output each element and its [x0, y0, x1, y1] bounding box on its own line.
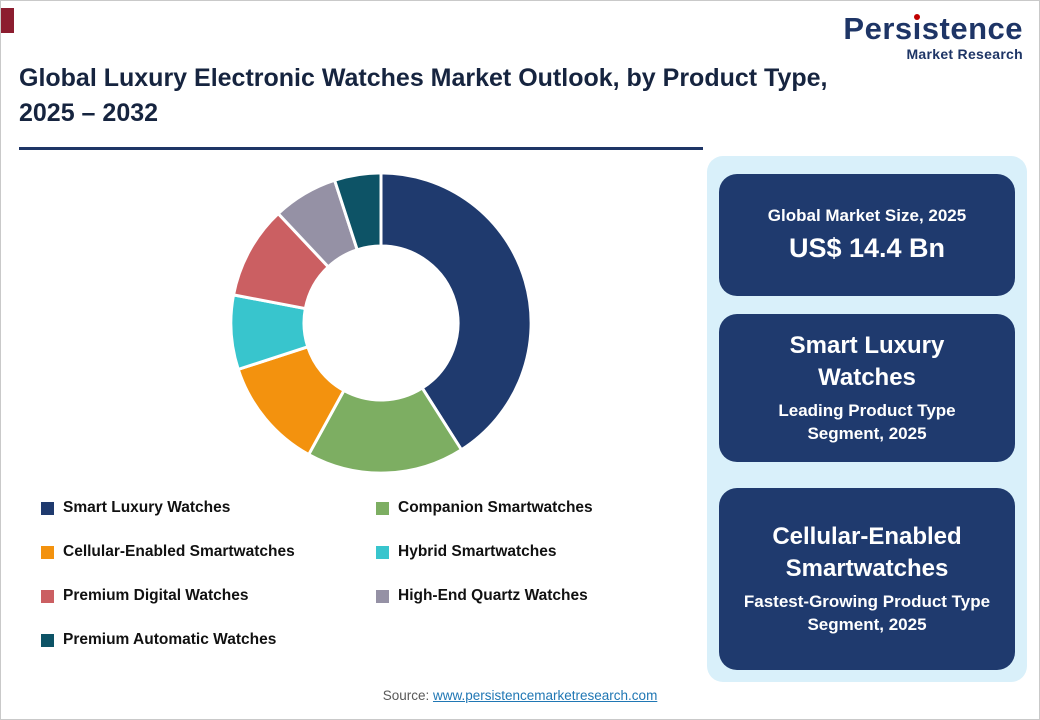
legend-label: Cellular-Enabled Smartwatches [63, 543, 295, 560]
logo-tagline: Market Research [906, 46, 1023, 62]
corner-accent [1, 8, 14, 33]
legend-swatch [41, 545, 54, 559]
legend-swatch [41, 501, 54, 515]
logo: Persı stence Market Research [843, 13, 1023, 61]
legend-item-premium-digital-watches: Premium Digital Watches [41, 586, 376, 606]
legend-item-high-end-quartz-watches: High-End Quartz Watches [376, 586, 696, 606]
donut-chart [223, 165, 539, 481]
logo-wordmark: Persı stence [843, 11, 1023, 46]
highlight-market-size: Global Market Size, 2025 US$ 14.4 Bn [719, 174, 1015, 296]
legend-label: Premium Automatic Watches [63, 631, 277, 648]
legend-label: Premium Digital Watches [63, 587, 249, 604]
legend-item-smart-luxury-watches: Smart Luxury Watches [41, 498, 376, 518]
source-label: Source: [382, 688, 430, 703]
legend-swatch [376, 545, 389, 559]
page-title-line2: 2025 – 2032 [19, 98, 159, 127]
page-title-line1: Global Luxury Electronic Watches Market … [19, 64, 828, 92]
legend-swatch [41, 633, 54, 647]
highlights-panel: Global Market Size, 2025 US$ 14.4 Bn Sma… [707, 156, 1027, 682]
highlight-leading-segment: Smart Luxury Watches Leading Product Typ… [719, 314, 1015, 462]
fastest-growing-title: Cellular-Enabled Smartwatches [772, 523, 962, 582]
source-link[interactable]: www.persistencemarketresearch.com [432, 688, 658, 703]
legend-swatch [376, 589, 389, 603]
legend-label: High-End Quartz Watches [398, 587, 588, 604]
chart-legend: Smart Luxury Watches Companion Smartwatch… [41, 498, 701, 650]
legend-label: Smart Luxury Watches [63, 499, 231, 516]
highlight-fastest-growing-segment: Cellular-Enabled Smartwatches Fastest-Gr… [719, 488, 1015, 670]
legend-swatch [376, 501, 389, 515]
leading-segment-title: Smart Luxury Watches [789, 332, 945, 391]
logo-red-dot [914, 14, 921, 20]
legend-item-hybrid-smartwatches: Hybrid Smartwatches [376, 542, 696, 562]
leading-segment-subtitle: Leading Product Type Segment, 2025 [778, 400, 956, 443]
page-title: Global Luxury Electronic Watches Market … [19, 61, 1019, 130]
title-underline [19, 147, 703, 150]
market-size-value: US$ 14.4 Bn [788, 233, 946, 263]
donut-slice-smart-luxury-watches [379, 171, 533, 452]
donut-slice-premium-automatic-watches [333, 171, 383, 252]
legend-label: Hybrid Smartwatches [398, 543, 557, 560]
legend-item-companion-smartwatches: Companion Smartwatches [376, 498, 696, 518]
source-line: Source: www.persistencemarketresearch.co… [1, 688, 1039, 703]
market-size-title: Global Market Size, 2025 [767, 206, 967, 225]
legend-swatch [41, 589, 54, 603]
legend-item-cellular-enabled-smartwatches: Cellular-Enabled Smartwatches [41, 542, 376, 562]
fastest-growing-subtitle: Fastest-Growing Product Type Segment, 20… [743, 591, 991, 634]
legend-label: Companion Smartwatches [398, 499, 593, 516]
donut-svg [229, 171, 533, 475]
legend-item-premium-automatic-watches: Premium Automatic Watches [41, 630, 376, 650]
